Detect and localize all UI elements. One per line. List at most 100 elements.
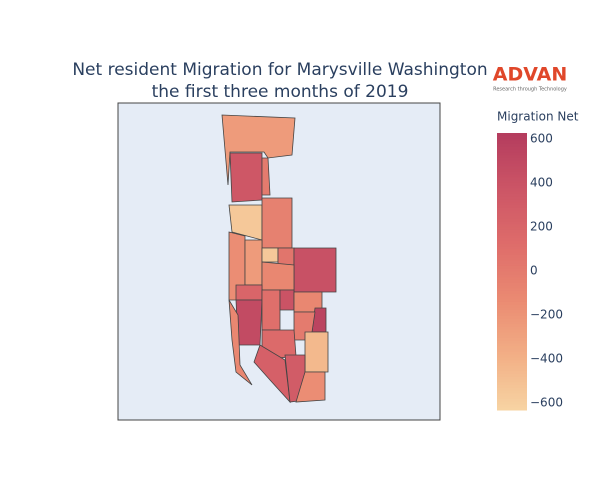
colorbar-strip: [497, 196, 527, 200]
colorbar-strip: [497, 288, 527, 292]
colorbar-strip: [497, 393, 527, 397]
colorbar-tick-label: −200: [530, 307, 563, 321]
colorbar-strip: [497, 163, 527, 167]
colorbar-strip: [497, 274, 527, 278]
colorbar-strip: [497, 188, 527, 192]
colorbar-tick-label: 0: [530, 263, 538, 277]
colorbar-strip: [497, 310, 527, 314]
colorbar-strip: [497, 271, 527, 275]
colorbar-strip: [497, 354, 527, 358]
colorbar-strip: [497, 224, 527, 228]
colorbar-strip: [497, 318, 527, 322]
colorbar-strip: [497, 193, 527, 198]
colorbar-strip: [497, 326, 527, 331]
colorbar-strip: [497, 210, 527, 214]
colorbar-strip: [497, 357, 527, 361]
colorbar-strip: [497, 390, 527, 394]
colorbar-strip: [497, 299, 527, 303]
colorbar-strip: [497, 246, 527, 250]
colorbar-strip: [497, 182, 527, 187]
region: [261, 261, 295, 291]
colorbar-tick-label: 200: [530, 219, 553, 233]
colorbar-strip: [497, 216, 527, 220]
colorbar-strip: [497, 257, 527, 261]
colorbar-strip: [497, 279, 527, 284]
colorbar-strip: [497, 155, 527, 159]
colorbar-strip: [497, 144, 527, 148]
colorbar-strip: [497, 213, 527, 217]
colorbar-strip: [497, 285, 527, 289]
colorbar-tick-label: −600: [530, 395, 563, 409]
colorbar-strip: [497, 351, 527, 356]
colorbar-strip: [497, 376, 527, 381]
colorbar-tick-label: −400: [530, 351, 563, 365]
colorbar-strip: [497, 337, 527, 342]
colorbar-strip: [497, 238, 527, 242]
colorbar-strip: [497, 349, 527, 353]
region: [277, 247, 295, 266]
colorbar-strip: [497, 396, 527, 400]
colorbar-strip: [497, 340, 527, 345]
colorbar-strip: [497, 371, 527, 375]
colorbar-strip: [497, 249, 527, 253]
region: [244, 239, 263, 286]
colorbar-strip: [497, 368, 527, 372]
colorbar-strip: [497, 135, 527, 140]
region: [253, 344, 291, 404]
colorbar-strip: [497, 407, 527, 411]
region: [261, 247, 279, 263]
colorbar-strip: [497, 290, 527, 295]
colorbar-strip: [497, 401, 527, 405]
colorbar-strip: [497, 229, 527, 234]
colorbar-strip: [497, 263, 527, 267]
colorbar-strip: [497, 146, 527, 151]
colorbar-strip: [497, 373, 527, 378]
logo-name: ADVAN: [493, 64, 568, 86]
colorbar-strip: [497, 171, 527, 176]
colorbar-strip: [497, 252, 527, 256]
colorbar-strip: [497, 254, 527, 259]
colorbar-strip: [497, 160, 527, 164]
colorbar-strip: [497, 343, 527, 347]
colorbar-strip: [497, 404, 527, 408]
colorbar-strip: [497, 268, 527, 272]
colorbar-strip: [497, 301, 527, 306]
colorbar-strip: [497, 177, 527, 181]
colorbar-strip: [497, 282, 527, 286]
colorbar-strip: [497, 365, 527, 369]
colorbar-strip: [497, 315, 527, 320]
chart-subtitle: the first three months of 2019: [152, 82, 409, 102]
region: [235, 299, 263, 346]
colorbar-strip: [497, 387, 527, 392]
colorbar-strip: [497, 304, 527, 309]
colorbar-strip: [497, 133, 527, 137]
region: [235, 284, 263, 301]
colorbar-strip: [497, 232, 527, 236]
colorbar-strip: [497, 335, 527, 339]
region: [261, 157, 271, 196]
region: [261, 197, 293, 249]
region: [261, 289, 281, 331]
colorbar-strip: [497, 149, 527, 153]
colorbar-strip: [497, 235, 527, 239]
colorbar-title: Migration Net: [497, 110, 579, 124]
colorbar-strip: [497, 221, 527, 225]
colorbar-strip: [497, 277, 527, 281]
colorbar-strip: [497, 157, 527, 162]
region: [279, 289, 295, 311]
region: [221, 114, 296, 186]
colorbar-strip: [497, 398, 527, 403]
regions: [221, 114, 337, 404]
colorbar-strip: [497, 152, 527, 156]
colorbar-strip: [497, 321, 527, 325]
region: [293, 247, 337, 293]
colorbar: 600 400 200 0 −200 −400 −600: [497, 131, 563, 411]
colorbar-tick-label: 600: [530, 131, 553, 145]
colorbar-strip: [497, 346, 527, 350]
colorbar-strip: [497, 227, 527, 231]
chart-title: Net resident Migration for Marysville Wa…: [72, 60, 487, 80]
region: [228, 299, 253, 386]
colorbar-strip: [497, 329, 527, 333]
colorbar-strip: [497, 379, 527, 383]
